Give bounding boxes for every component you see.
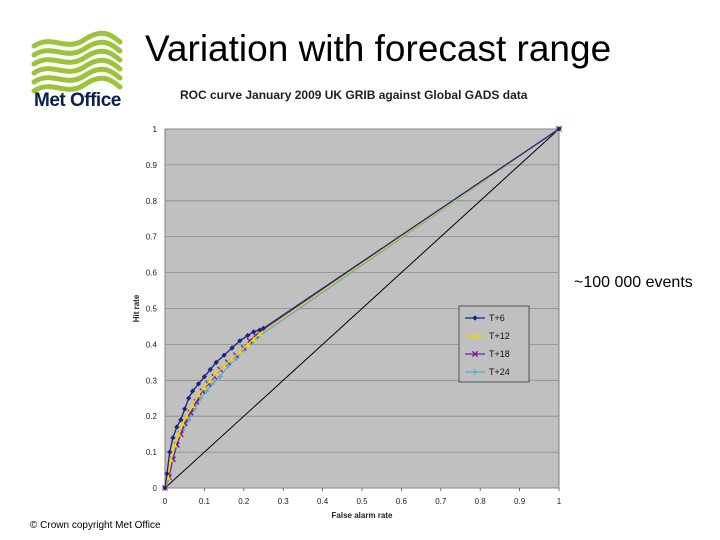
logo-wave-stripe <box>31 39 123 58</box>
x-tick-label: 0.1 <box>199 497 211 506</box>
y-axis-label: Hit rate <box>132 294 141 322</box>
x-tick-label: 0.6 <box>396 497 408 506</box>
data-point <box>162 485 168 491</box>
series-tplus12 <box>162 126 562 491</box>
data-point <box>195 392 202 398</box>
data-point <box>229 345 235 351</box>
x-tick-label: 0.2 <box>238 497 250 506</box>
legend-marker <box>472 315 478 321</box>
data-point <box>221 352 227 358</box>
data-point <box>225 363 231 369</box>
data-point <box>168 456 174 462</box>
data-point <box>184 413 190 419</box>
data-point <box>170 435 176 441</box>
legend-marker <box>472 333 478 339</box>
logo-wave-stripe <box>31 66 123 85</box>
y-tick-label: 0.4 <box>146 340 158 349</box>
legend-label: T+24 <box>489 367 510 377</box>
data-point <box>180 420 186 426</box>
data-point <box>201 374 207 380</box>
chart-legend: T+6 T+12 T+18 T+24 <box>458 305 530 383</box>
legend-box <box>458 305 530 383</box>
data-point <box>213 359 219 365</box>
x-tick-label: 0.5 <box>356 497 368 506</box>
slide-title: Variation with forecast range <box>145 28 612 69</box>
data-point <box>207 377 213 383</box>
data-point <box>176 431 182 437</box>
y-tick-label: 0 <box>153 484 158 493</box>
y-tick-label: 0.1 <box>146 448 158 457</box>
y-tick-label: 0.2 <box>146 412 158 421</box>
legend-marker <box>471 350 479 358</box>
y-tick-label: 0.7 <box>146 233 158 242</box>
data-point <box>260 325 267 331</box>
legend-label: T+6 <box>489 313 505 323</box>
data-point <box>256 331 263 337</box>
x-tick-label: 1 <box>557 497 562 506</box>
data-point <box>201 384 207 391</box>
data-point <box>174 424 180 430</box>
met-office-logo <box>31 30 123 94</box>
series-tplus6 <box>162 126 562 491</box>
data-point <box>556 126 562 132</box>
data-point <box>213 370 219 376</box>
x-tick-label: 0.3 <box>278 497 290 506</box>
x-axis-label: False alarm rate <box>332 511 393 520</box>
data-point <box>237 338 243 344</box>
data-point <box>221 363 227 369</box>
chart-title: ROC curve January 2009 UK GRIB against G… <box>180 88 528 102</box>
data-point <box>251 336 257 342</box>
x-tick-label: 0.4 <box>317 497 329 506</box>
data-point <box>229 356 235 362</box>
data-point <box>207 366 213 373</box>
data-point <box>189 402 196 409</box>
logo-wave-stripe <box>31 30 123 49</box>
y-tick-label: 0.6 <box>146 269 158 278</box>
copyright-footer: © Crown copyright Met Office <box>30 520 161 531</box>
data-point <box>182 406 188 412</box>
data-point <box>164 471 170 477</box>
data-point <box>245 332 251 339</box>
y-tick-label: 0.9 <box>146 161 158 170</box>
data-point <box>217 374 223 380</box>
data-point <box>167 449 173 455</box>
data-point <box>245 341 251 347</box>
data-point <box>237 348 243 355</box>
data-point <box>256 327 263 333</box>
logo-wave-stripe <box>31 57 123 76</box>
x-tick-label: 0.7 <box>435 497 447 506</box>
x-tick-label: 0.8 <box>475 497 487 506</box>
legend-marker <box>472 369 478 375</box>
y-tick-label: 0.3 <box>146 376 158 385</box>
y-tick-label: 1 <box>153 125 158 134</box>
x-tick-label: 0.9 <box>514 497 526 506</box>
logo-wave-icon <box>31 30 123 94</box>
data-point <box>178 417 184 423</box>
data-point <box>172 442 178 448</box>
data-point <box>186 395 192 401</box>
data-point <box>189 388 196 394</box>
data-point <box>195 381 202 387</box>
logo-wordmark: Met Office <box>34 90 121 111</box>
legend-label: T+18 <box>489 349 510 359</box>
y-tick-label: 0.8 <box>146 197 158 206</box>
events-annotation: ~100 000 events <box>574 274 693 291</box>
logo-wave-stripe <box>31 75 123 94</box>
legend-label: T+12 <box>489 331 510 341</box>
data-point <box>251 329 257 335</box>
data-point <box>233 356 239 362</box>
x-tick-label: 0 <box>163 497 168 506</box>
logo-wave-stripe <box>31 48 123 67</box>
diagonal-reference-line <box>164 128 560 489</box>
y-tick-label: 0.5 <box>146 305 158 314</box>
